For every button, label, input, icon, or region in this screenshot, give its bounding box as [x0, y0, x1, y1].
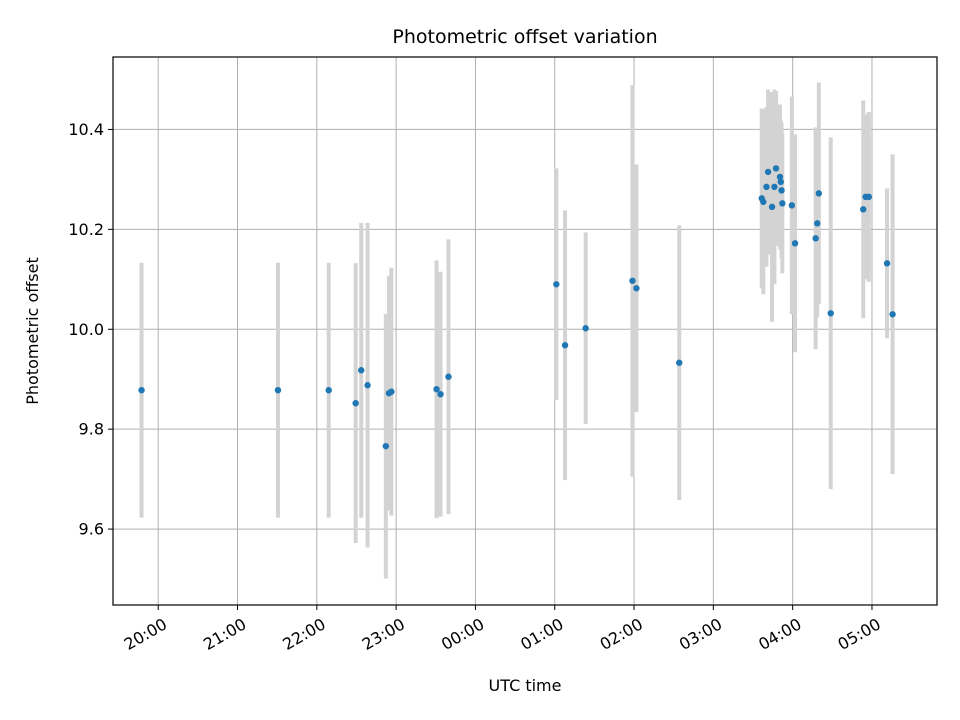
data-point: [883, 260, 891, 267]
data-point: [827, 310, 834, 317]
data-point: [777, 178, 784, 186]
data-point: [760, 198, 767, 206]
data-point: [860, 206, 867, 213]
data-point: [352, 399, 359, 407]
data-point: [364, 382, 371, 389]
y-tick-label: 10.0: [68, 320, 104, 339]
y-axis-title: Photometric offset: [23, 257, 42, 405]
data-point: [582, 325, 589, 332]
data-point: [274, 386, 282, 394]
data-point: [437, 390, 444, 398]
data-point: [633, 285, 640, 292]
data-point: [812, 235, 819, 242]
data-point: [865, 193, 872, 201]
y-tick-label: 9.8: [79, 420, 104, 439]
data-points: [138, 165, 896, 450]
data-point: [768, 203, 776, 211]
data-point: [764, 168, 772, 176]
data-point: [771, 183, 778, 191]
data-point: [776, 173, 784, 181]
chart-title: Photometric offset variation: [392, 26, 657, 48]
x-axis-title: UTC time: [489, 676, 562, 695]
y-tick-label: 9.6: [79, 520, 104, 539]
data-point: [629, 277, 636, 284]
y-tick-label: 10.2: [68, 220, 104, 239]
data-point: [325, 386, 332, 394]
data-point: [138, 386, 145, 394]
data-point: [676, 359, 683, 366]
data-point: [772, 165, 780, 172]
data-point: [358, 367, 365, 374]
data-point: [791, 240, 799, 247]
data-point: [778, 187, 785, 194]
data-point: [553, 281, 560, 288]
data-point: [889, 311, 896, 318]
data-point: [815, 190, 823, 197]
data-point: [445, 373, 452, 380]
data-point: [382, 442, 390, 450]
data-point: [763, 183, 770, 191]
data-point: [788, 202, 796, 209]
data-point: [561, 342, 569, 349]
data-point: [779, 200, 786, 207]
data-point: [814, 220, 821, 227]
data-point: [388, 388, 395, 395]
data-point: [433, 385, 440, 393]
y-tick-label: 10.4: [68, 120, 104, 139]
plot-frame: [112, 56, 938, 606]
